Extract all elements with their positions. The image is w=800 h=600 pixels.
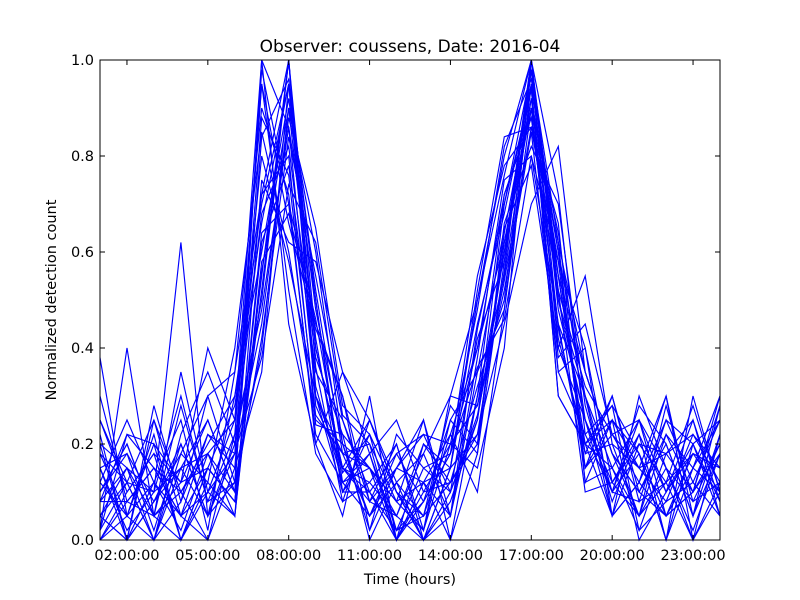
x-tick-label-6: 17:00:00 [499, 548, 564, 564]
x-axis-ticks: 02:00:00 05:00:00 08:00:00 11:00:00 14:00:00… [94, 60, 726, 564]
x-tick-label-7: 20:00:00 [580, 548, 645, 564]
plot-frame [99, 59, 721, 541]
x-tick-label-8: 23:00:00 [660, 548, 725, 564]
series-line-30 [99, 126, 721, 542]
x-tick-label-5: 14:00:00 [418, 548, 483, 564]
series-line-28 [100, 69, 721, 542]
series-line-20 [99, 59, 721, 542]
series-line-19 [99, 107, 721, 542]
x-tick-label-2: 05:00:00 [175, 548, 240, 564]
y-tick-label-4: 0.6 [71, 245, 94, 261]
series-line-27 [99, 77, 721, 533]
series-line-22 [99, 115, 721, 541]
y-axis-ticks: 0.0 0.2 0.4 0.6 0.8 1.0 [71, 53, 720, 549]
chart-title: Observer: coussens, Date: 2016-04 [260, 37, 561, 57]
series-line-29 [99, 59, 721, 518]
y-tick-label-2: 0.2 [71, 437, 94, 453]
x-axis-label: Time (hours) [363, 572, 456, 588]
x-tick-label-1: 02:00:00 [94, 548, 159, 564]
series-group [99, 59, 721, 543]
y-tick-label-5: 0.8 [71, 149, 94, 165]
y-tick-label-3: 0.4 [71, 341, 94, 357]
series-line-21 [99, 59, 721, 541]
y-axis-label: Normalized detection count [44, 199, 60, 400]
y-tick-label-1: 0.0 [71, 533, 94, 549]
x-tick-label-4: 11:00:00 [337, 548, 402, 564]
series-line-26 [99, 88, 721, 542]
series-line-18 [99, 98, 721, 542]
x-tick-label-3: 08:00:00 [256, 548, 321, 564]
series-line-9 [99, 59, 721, 542]
y-tick-label-6: 1.0 [71, 53, 94, 69]
